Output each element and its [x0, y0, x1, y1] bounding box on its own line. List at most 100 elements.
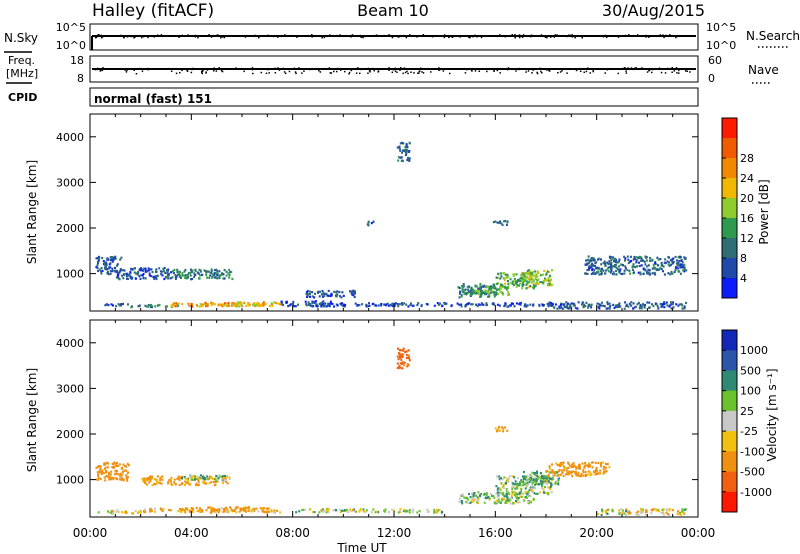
data-cell: [493, 502, 496, 505]
data-cell: [509, 304, 512, 307]
data-cell: [176, 303, 178, 306]
data-cell: [103, 261, 106, 264]
nave-point: [355, 72, 358, 74]
colorbar-tick-label: 1000: [740, 344, 768, 357]
nave-point: [182, 68, 184, 70]
data-cell: [97, 255, 100, 258]
data-cell: [226, 482, 229, 485]
data-cell: [580, 473, 583, 476]
data-cell: [98, 465, 101, 468]
data-cell: [132, 512, 134, 515]
data-cell: [535, 481, 538, 484]
data-cell: [279, 511, 282, 514]
nsky-point: [280, 35, 283, 38]
data-cell: [561, 471, 564, 474]
data-cell: [587, 261, 590, 264]
data-cell: [586, 263, 589, 266]
data-cell: [684, 257, 687, 261]
data-cell: [479, 293, 482, 296]
data-cell: [426, 508, 429, 511]
data-cell: [463, 292, 466, 295]
data-cell: [418, 510, 421, 513]
data-cell: [570, 466, 573, 469]
data-cell: [508, 500, 511, 503]
data-cell: [571, 470, 573, 473]
data-cell: [477, 292, 480, 296]
data-cell: [221, 273, 224, 276]
data-cell: [247, 303, 250, 306]
data-cell: [223, 302, 226, 305]
data-cell: [502, 271, 505, 275]
data-cell: [179, 509, 182, 512]
data-cell: [221, 479, 223, 482]
data-cell: [677, 510, 679, 513]
data-cell: [488, 293, 491, 296]
data-cell: [320, 305, 323, 308]
data-cell: [632, 265, 635, 268]
data-cell: [180, 276, 182, 279]
data-cell: [322, 291, 325, 295]
data-cell: [343, 509, 346, 512]
data-cell: [683, 266, 686, 269]
data-cell: [590, 306, 593, 309]
data-cell: [668, 507, 671, 511]
freq-panel-frame: [89, 55, 699, 83]
data-cell: [319, 290, 322, 293]
nave-point: [206, 69, 209, 71]
nave-point: [493, 70, 495, 72]
data-cell: [526, 272, 529, 275]
data-cell: [406, 510, 409, 513]
data-cell: [515, 492, 518, 495]
data-cell: [524, 487, 527, 490]
data-cell: [334, 508, 337, 512]
data-cell: [250, 510, 253, 513]
data-cell: [602, 304, 605, 307]
data-cell: [629, 272, 632, 275]
data-cell: [183, 509, 186, 512]
data-cell: [470, 286, 473, 289]
nave-point: [367, 72, 369, 74]
nsky-point: [383, 34, 385, 37]
data-cell: [401, 159, 404, 163]
data-cell: [573, 302, 576, 305]
data-cell: [683, 268, 686, 271]
data-cell: [327, 302, 330, 305]
data-cell: [120, 303, 122, 306]
data-cell: [190, 278, 193, 281]
data-cell: [306, 291, 308, 294]
data-cell: [615, 269, 618, 272]
data-cell: [408, 159, 411, 162]
data-cell: [535, 273, 538, 277]
data-cell: [533, 274, 536, 277]
data-cell: [177, 302, 180, 305]
nave-point: [646, 71, 649, 73]
data-cell: [528, 493, 530, 496]
data-cell: [503, 277, 506, 280]
data-cell: [215, 272, 218, 275]
nsky-point: [477, 35, 479, 37]
data-cell: [408, 141, 411, 144]
data-cell: [142, 480, 145, 483]
data-cell: [637, 261, 640, 264]
data-cell: [562, 461, 565, 464]
data-cell: [225, 304, 228, 307]
data-cell: [532, 283, 535, 286]
data-cell: [530, 474, 533, 478]
data-cell: [663, 273, 666, 276]
nsky-point: [645, 35, 647, 37]
nsky-point: [153, 36, 155, 38]
data-cell: [303, 508, 306, 512]
data-cell: [582, 469, 585, 472]
data-cell: [510, 302, 513, 305]
data-cell: [235, 511, 238, 514]
data-cell: [518, 501, 521, 504]
data-cell: [599, 469, 602, 472]
data-cell: [229, 506, 232, 509]
data-cell: [228, 477, 231, 481]
nsky-point: [476, 36, 478, 38]
data-cell: [109, 266, 112, 269]
nsky-point: [351, 34, 354, 36]
data-cell: [214, 276, 217, 279]
data-cell: [606, 512, 609, 515]
